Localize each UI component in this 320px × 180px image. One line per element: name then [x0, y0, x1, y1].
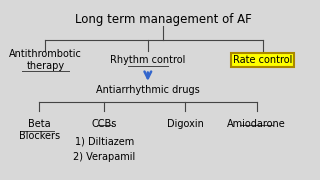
Text: Rhythm control: Rhythm control: [110, 55, 186, 65]
Text: Amiodarone: Amiodarone: [227, 119, 286, 129]
Text: CCBs: CCBs: [92, 119, 117, 129]
Text: Digoxin: Digoxin: [167, 119, 204, 129]
Text: Long term management of AF: Long term management of AF: [75, 13, 252, 26]
Text: Antiarrhythmic drugs: Antiarrhythmic drugs: [96, 85, 200, 95]
Text: 2) Verapamil: 2) Verapamil: [73, 152, 135, 162]
Text: Beta
Blockers: Beta Blockers: [19, 119, 60, 141]
Text: 1) Diltiazem: 1) Diltiazem: [75, 136, 134, 146]
Text: Antithrombotic
therapy: Antithrombotic therapy: [9, 49, 82, 71]
Text: Rate control: Rate control: [233, 55, 292, 65]
